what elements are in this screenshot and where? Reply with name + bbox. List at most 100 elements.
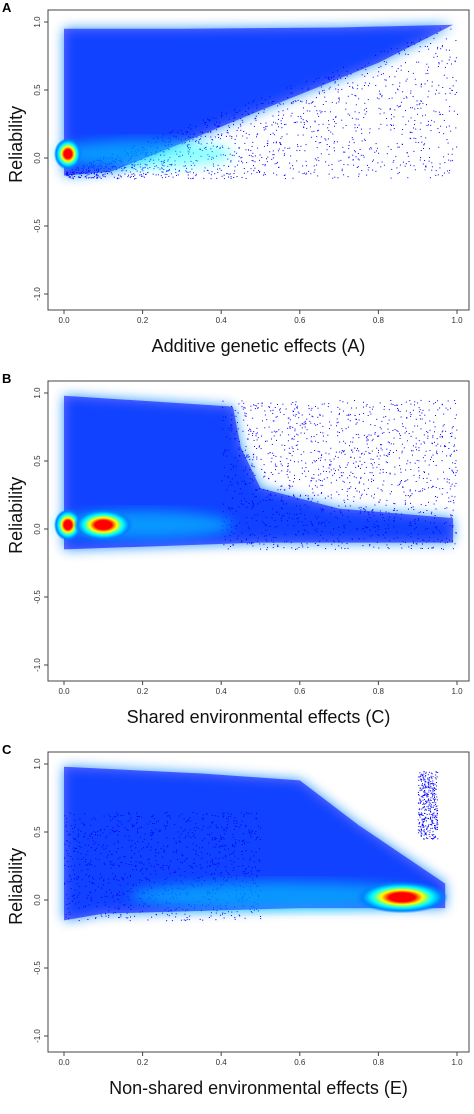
scatter-point: [226, 879, 228, 881]
scatter-point: [130, 916, 131, 918]
scatter-point: [178, 138, 180, 140]
scatter-point: [434, 402, 436, 403]
scatter-point: [418, 826, 420, 827]
scatter-point: [355, 487, 356, 489]
scatter-point: [287, 463, 289, 465]
scatter-point: [454, 60, 456, 62]
scatter-point: [429, 787, 430, 789]
scatter-point: [83, 171, 85, 173]
scatter-point: [84, 861, 86, 862]
scatter-point: [243, 815, 245, 817]
scatter-point: [431, 827, 433, 829]
scatter-point: [228, 873, 230, 875]
scatter-point: [273, 172, 275, 174]
scatter-point: [222, 416, 224, 418]
scatter-point: [455, 127, 457, 129]
scatter-point: [432, 776, 434, 778]
scatter-point: [301, 542, 302, 544]
scatter-point: [401, 423, 403, 425]
scatter-point: [256, 813, 257, 814]
scatter-point: [386, 124, 388, 126]
scatter-point: [104, 176, 106, 178]
scatter-point: [80, 853, 82, 855]
scatter-point: [428, 834, 430, 835]
scatter-point: [322, 484, 324, 486]
scatter-point: [228, 449, 229, 451]
scatter-point: [208, 842, 210, 844]
scatter-point: [311, 462, 313, 464]
scatter-point: [414, 123, 415, 125]
scatter-point: [88, 170, 89, 171]
scatter-point: [279, 409, 280, 411]
scatter-point: [415, 490, 417, 492]
scatter-point: [404, 49, 405, 51]
scatter-point: [291, 438, 293, 440]
scatter-point: [363, 109, 365, 111]
scatter-point: [444, 66, 446, 68]
scatter-point: [371, 472, 373, 474]
scatter-point: [113, 877, 115, 879]
scatter-point: [437, 66, 439, 67]
scatter-point: [215, 839, 216, 841]
scatter-point: [109, 851, 110, 853]
scatter-point: [223, 544, 225, 546]
scatter-point: [306, 418, 308, 420]
scatter-point: [281, 507, 282, 509]
scatter-point: [251, 912, 253, 914]
scatter-point: [141, 879, 143, 881]
scatter-point: [342, 514, 344, 516]
scatter-point: [85, 874, 87, 876]
scatter-point: [129, 813, 131, 815]
scatter-point: [423, 818, 425, 820]
scatter-point: [259, 543, 261, 545]
scatter-point: [273, 536, 275, 538]
plot-area: [52, 395, 458, 551]
scatter-point: [370, 413, 372, 415]
scatter-point: [347, 488, 349, 490]
scatter-point: [392, 84, 394, 86]
scatter-point: [225, 516, 227, 518]
scatter-point: [148, 862, 150, 864]
scatter-point: [430, 817, 431, 819]
scatter-point: [215, 857, 217, 859]
scatter-point: [450, 514, 452, 516]
scatter-point: [358, 450, 360, 452]
scatter-point: [443, 74, 445, 76]
scatter-point: [230, 468, 232, 470]
scatter-point: [316, 164, 318, 166]
scatter-point: [139, 879, 141, 881]
scatter-point: [422, 821, 424, 823]
scatter-point: [241, 503, 243, 505]
scatter-point: [428, 784, 429, 786]
scatter-point: [181, 133, 183, 135]
scatter-point: [72, 171, 74, 173]
scatter-point: [230, 176, 232, 178]
scatter-point: [372, 169, 374, 171]
scatter-point: [392, 452, 394, 453]
scatter-point: [272, 154, 274, 156]
scatter-point: [349, 86, 351, 87]
scatter-point: [221, 116, 222, 118]
scatter-point: [100, 172, 102, 174]
scatter-point: [233, 154, 235, 156]
scatter-point: [114, 907, 116, 909]
scatter-point: [442, 436, 443, 438]
scatter-point: [256, 448, 258, 449]
scatter-point: [109, 171, 111, 173]
scatter-point: [259, 869, 261, 871]
scatter-point: [112, 912, 114, 914]
scatter-point: [231, 154, 233, 156]
scatter-point: [314, 158, 316, 160]
scatter-point: [231, 497, 233, 499]
scatter-point: [434, 835, 436, 837]
scatter-point: [394, 76, 396, 78]
scatter-point: [235, 465, 237, 467]
scatter-point: [328, 403, 330, 405]
scatter-point: [228, 176, 229, 178]
scatter-point: [157, 820, 159, 822]
scatter-point: [263, 535, 265, 537]
scatter-point: [74, 865, 76, 867]
scatter-point: [424, 790, 425, 792]
scatter-point: [128, 813, 130, 814]
scatter-point: [320, 457, 322, 459]
